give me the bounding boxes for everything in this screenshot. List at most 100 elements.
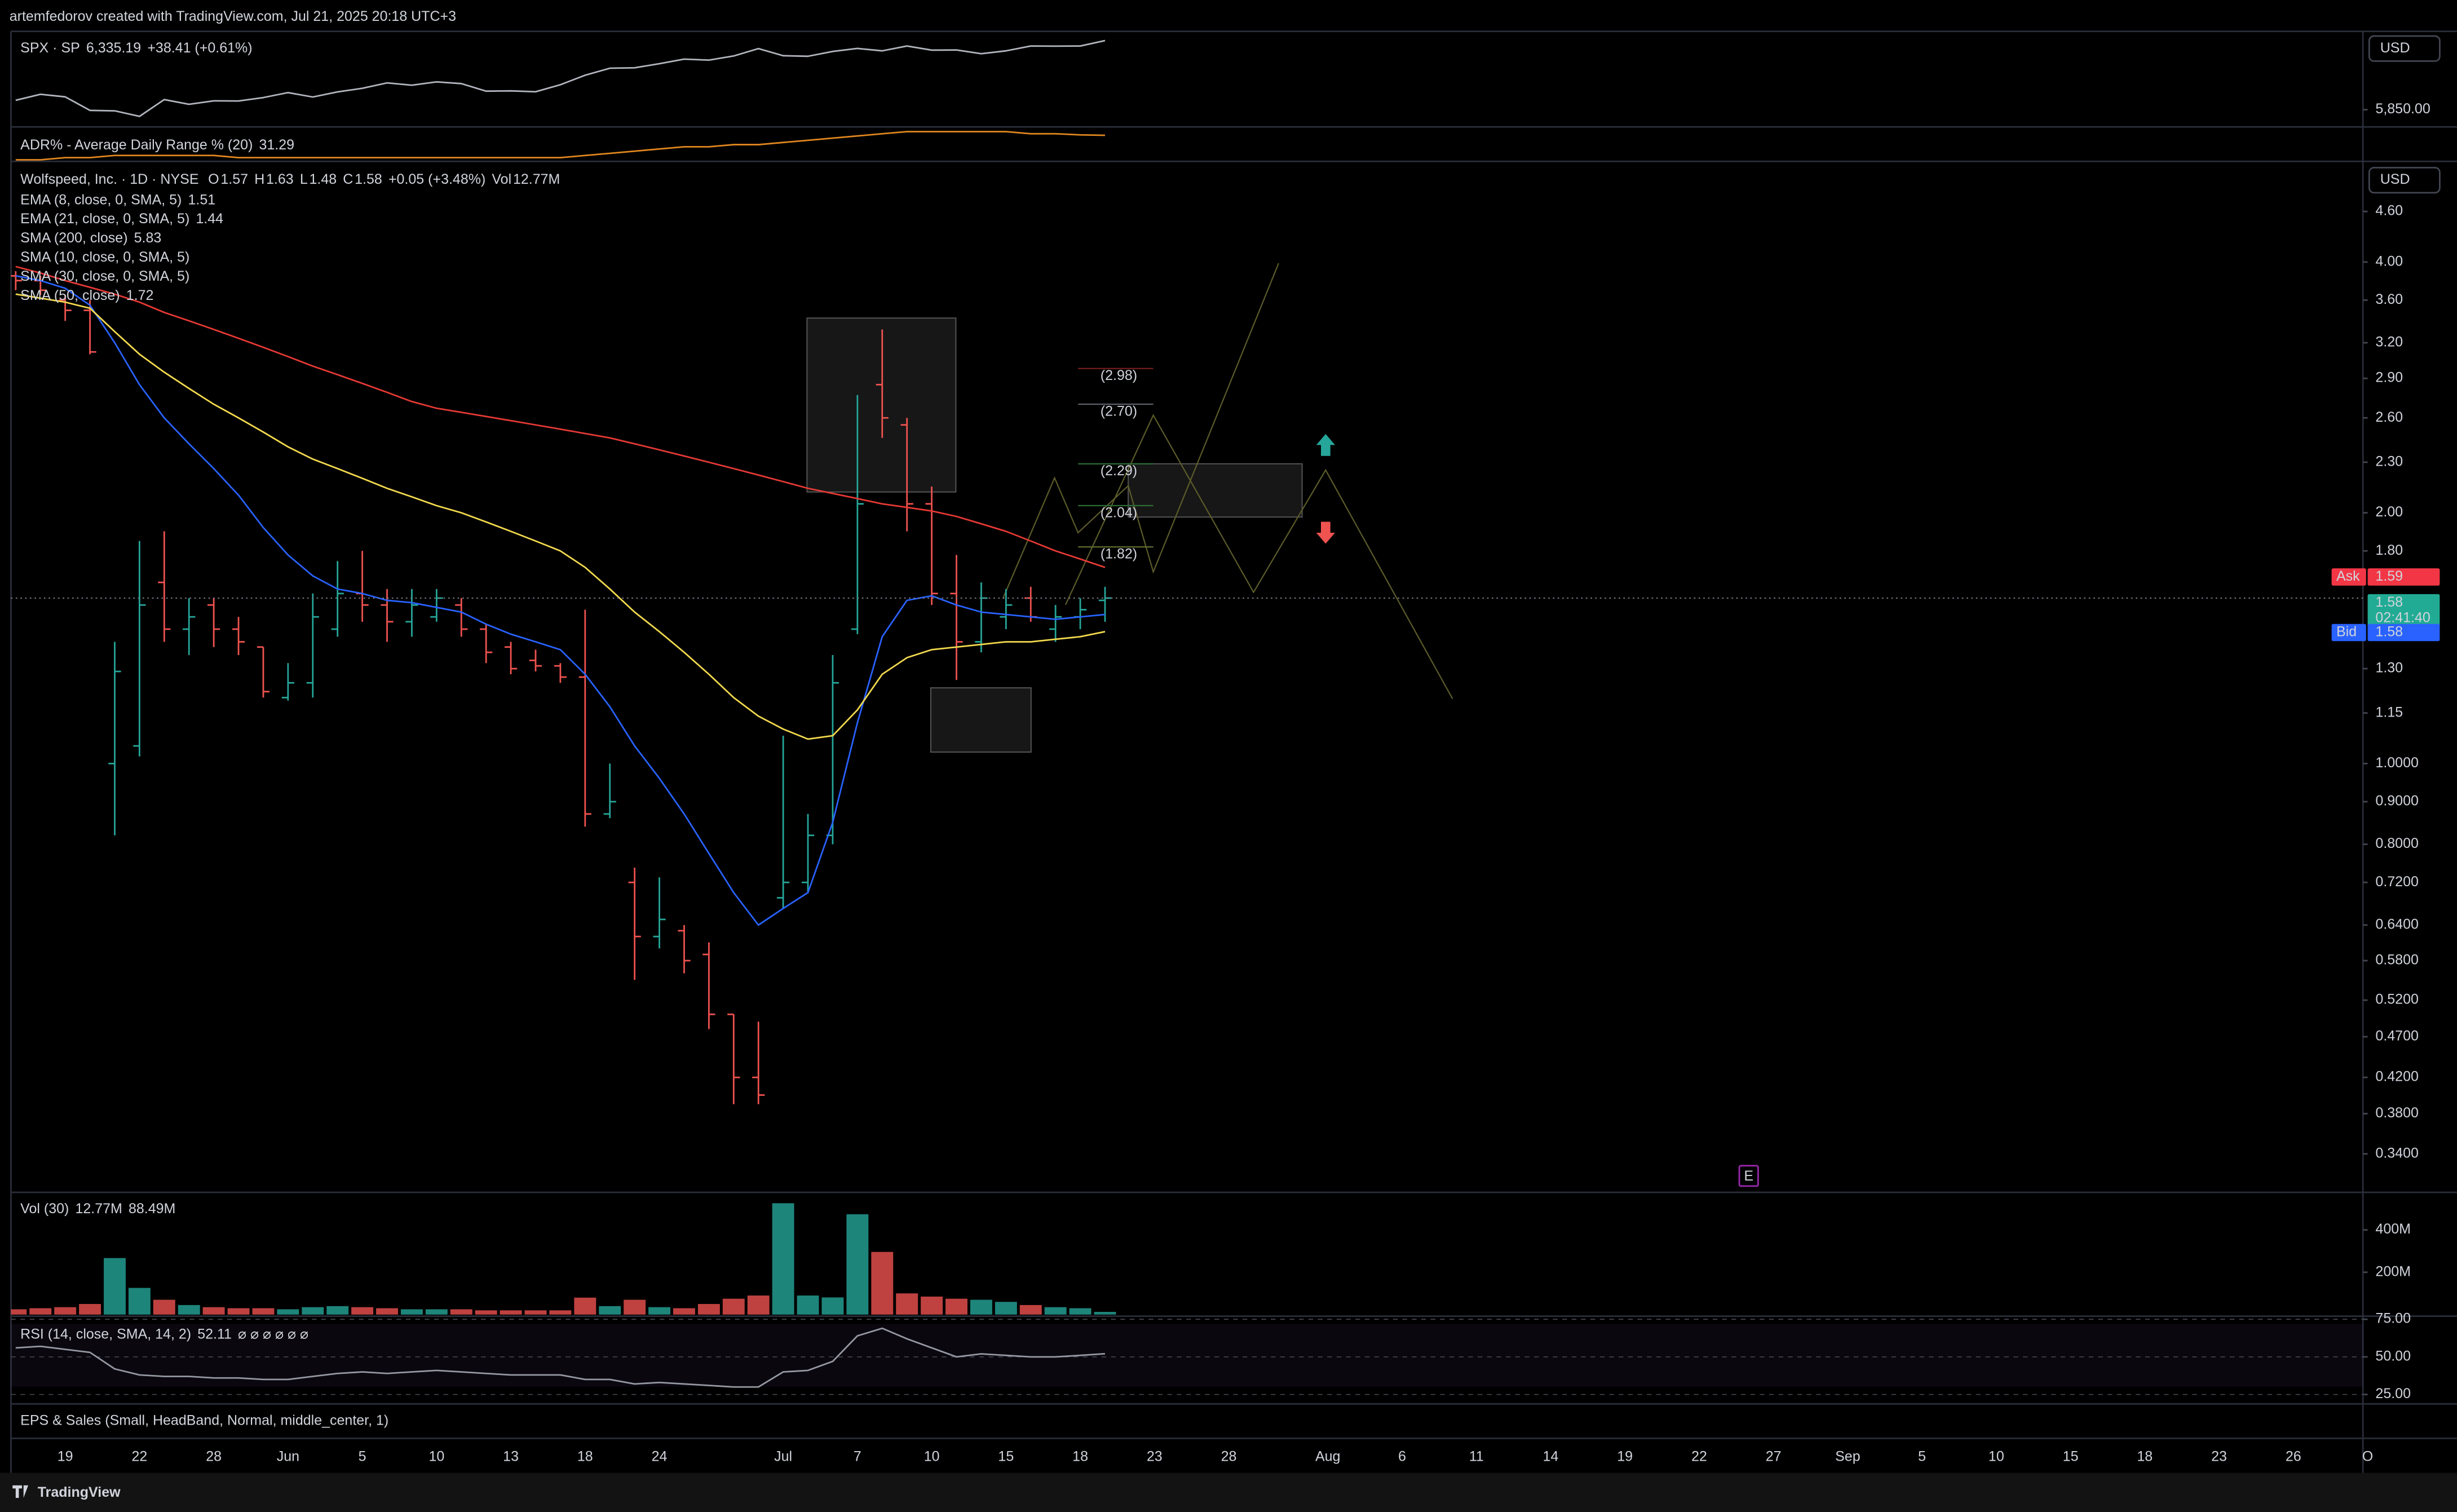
volume-bar bbox=[104, 1258, 126, 1315]
legend-text: 6,335.19 bbox=[86, 40, 141, 56]
x-tick-label: 6 bbox=[1398, 1448, 1406, 1464]
volume-bar bbox=[945, 1298, 967, 1315]
legend-text: +38.41 (+0.61%) bbox=[147, 40, 252, 56]
volume-bar bbox=[846, 1214, 869, 1315]
price-tag-value: 1.58 bbox=[2375, 624, 2403, 640]
legend-text: 1.48 bbox=[310, 171, 337, 187]
x-tick-label: 28 bbox=[1221, 1448, 1237, 1464]
volume-bar bbox=[673, 1308, 695, 1315]
volume-bar bbox=[1069, 1308, 1091, 1315]
price-tag-label: Bid bbox=[2336, 624, 2357, 640]
price-tag bbox=[2367, 624, 2440, 642]
y-tick-label: 0.3800 bbox=[2375, 1105, 2418, 1121]
volume-bar bbox=[1094, 1312, 1116, 1315]
x-tick-label: 14 bbox=[1543, 1448, 1559, 1464]
y-tick-label: 1.80 bbox=[2375, 542, 2403, 558]
x-tick-label: 19 bbox=[1617, 1448, 1633, 1464]
pane bbox=[11, 1319, 2363, 1395]
y-tick-label: 1.30 bbox=[2375, 660, 2403, 676]
y-tick-label: 4.00 bbox=[2375, 253, 2403, 269]
y-tick-label: 0.5200 bbox=[2375, 992, 2418, 1007]
down-arrow bbox=[1316, 521, 1335, 544]
fib-label: (1.82) bbox=[1101, 546, 1137, 562]
legend-text: RSI (14, close, SMA, 14, 2) bbox=[20, 1327, 191, 1342]
pane bbox=[11, 266, 1112, 1104]
legend-text: SMA (50, close) bbox=[20, 288, 120, 303]
pane bbox=[15, 131, 1106, 161]
x-tick-label: 24 bbox=[652, 1448, 668, 1464]
legend-text: Vol bbox=[492, 171, 511, 187]
drawing-box bbox=[1128, 463, 1303, 518]
volume-bar bbox=[178, 1305, 200, 1315]
volume-bar bbox=[772, 1203, 794, 1315]
y-tick-label: 400M bbox=[2375, 1221, 2411, 1237]
volume-bar bbox=[475, 1310, 497, 1315]
x-tick-label: Aug bbox=[1315, 1448, 1340, 1464]
y-tick-label: 2.60 bbox=[2375, 409, 2403, 425]
volume-bar bbox=[524, 1310, 547, 1315]
price-tag-value: 1.58 bbox=[2375, 594, 2403, 610]
legend-text: SMA (10, close, 0, SMA, 5) bbox=[20, 249, 189, 265]
pane bbox=[11, 1203, 1116, 1315]
fib-label: (2.04) bbox=[1101, 505, 1137, 520]
line-series bbox=[15, 39, 1106, 117]
volume-bar bbox=[821, 1297, 844, 1315]
volume-bar bbox=[1044, 1307, 1067, 1315]
y-tick-label: 2.90 bbox=[2375, 370, 2403, 386]
volume-bar bbox=[500, 1310, 522, 1315]
x-tick-label: 18 bbox=[577, 1448, 593, 1464]
fib-label: (2.29) bbox=[1101, 463, 1137, 479]
volume-bar bbox=[376, 1308, 398, 1315]
x-tick-label: 11 bbox=[1469, 1448, 1484, 1464]
logo-icon bbox=[12, 1485, 29, 1498]
y-tick-label: 0.4200 bbox=[2375, 1069, 2418, 1085]
volume-bar bbox=[995, 1302, 1017, 1315]
price-tag-label-box bbox=[2331, 568, 2366, 586]
fib-label: (2.70) bbox=[1101, 404, 1137, 419]
volume-bar bbox=[450, 1309, 472, 1315]
volume-bar bbox=[797, 1296, 819, 1315]
footer-bar bbox=[0, 1473, 2457, 1512]
header-text: artemfedorov created with TradingView.co… bbox=[10, 8, 456, 24]
x-tick-label: 22 bbox=[131, 1448, 147, 1464]
pane bbox=[15, 39, 1106, 117]
volume-bar bbox=[624, 1299, 646, 1315]
projection-line bbox=[1064, 414, 1453, 700]
up-arrow bbox=[1316, 434, 1335, 456]
price-tag-label-box bbox=[2331, 624, 2366, 642]
x-tick-label: 5 bbox=[359, 1448, 366, 1464]
rsi-band bbox=[11, 1324, 2363, 1387]
volume-bar bbox=[425, 1309, 448, 1315]
currency-box bbox=[2368, 35, 2441, 62]
legend-text: 1.63 bbox=[266, 171, 294, 187]
legend-text: SPX · SP bbox=[20, 40, 80, 56]
y-tick-label: 0.9000 bbox=[2375, 793, 2418, 809]
x-tick-label: 15 bbox=[998, 1448, 1014, 1464]
legend-text: +0.05 (+3.48%) bbox=[388, 171, 485, 187]
currency-label: USD bbox=[2380, 40, 2410, 56]
legend-text: EMA (8, close, 0, SMA, 5) bbox=[20, 192, 182, 207]
legend-text: ADR% - Average Daily Range % (20) bbox=[20, 137, 253, 153]
x-tick-label: 7 bbox=[854, 1448, 861, 1464]
currency-label: USD bbox=[2380, 171, 2410, 187]
price-tag-label: Ask bbox=[2336, 568, 2360, 584]
legend-text: 1.58 bbox=[355, 171, 382, 187]
legend-text: Vol (30) bbox=[20, 1201, 69, 1217]
y-tick-label: 4.60 bbox=[2375, 203, 2403, 219]
y-tick-label: 200M bbox=[2375, 1263, 2411, 1279]
x-tick-label: Jun bbox=[277, 1448, 299, 1464]
drawing-box bbox=[930, 687, 1032, 753]
legend-text: 1.51 bbox=[188, 192, 216, 207]
y-tick-label: 0.3400 bbox=[2375, 1145, 2418, 1161]
pane-borders bbox=[10, 30, 2457, 1473]
x-tick-label: 28 bbox=[206, 1448, 222, 1464]
projection-line bbox=[1002, 263, 1279, 599]
x-tick-label: Jul bbox=[774, 1448, 792, 1464]
volume-bar bbox=[1019, 1305, 1042, 1315]
line-series bbox=[15, 266, 1106, 568]
y-tick-label: 0.4700 bbox=[2375, 1028, 2418, 1044]
x-tick-label: 22 bbox=[1691, 1448, 1707, 1464]
x-tick-label: 15 bbox=[2063, 1448, 2079, 1464]
